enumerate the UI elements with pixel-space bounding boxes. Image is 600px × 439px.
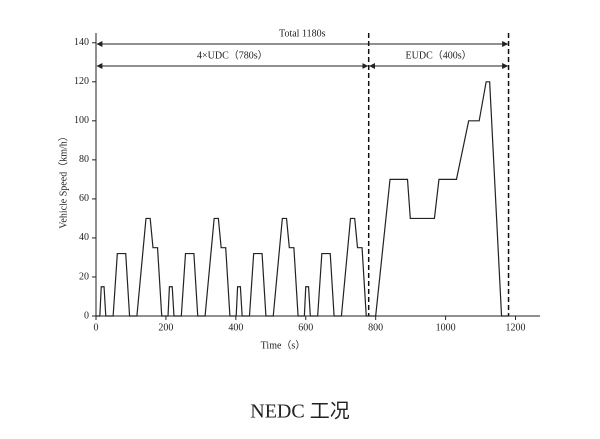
x-axis-label: Time（s）: [261, 339, 306, 351]
y-tick-label: 40: [79, 232, 89, 243]
y-tick-label: 20: [79, 271, 89, 282]
x-tick-label: 600: [298, 322, 313, 333]
x-tick-label: 200: [158, 322, 173, 333]
speed-line: [96, 81, 509, 317]
y-tick-label: 140: [74, 37, 89, 48]
x-tick-label: 0: [94, 322, 99, 333]
y-tick-label: 80: [79, 154, 89, 165]
y-axis-label: Vehicle Speed（km/h）: [57, 131, 69, 228]
caption: NEDC 工况: [250, 401, 349, 423]
span-label: EUDC（400s）: [406, 49, 472, 61]
y-tick-label: 120: [74, 76, 89, 87]
x-tick-label: 1000: [436, 322, 456, 333]
x-tick-label: 1200: [506, 322, 526, 333]
x-tick-label: 400: [228, 322, 243, 333]
y-tick-label: 100: [74, 115, 89, 126]
x-tick-label: 800: [368, 322, 383, 333]
span-label: 4×UDC（780s）: [197, 49, 268, 61]
y-tick-label: 0: [84, 310, 89, 321]
y-tick-label: 60: [79, 193, 89, 204]
span-label: Total 1180s: [279, 28, 326, 39]
